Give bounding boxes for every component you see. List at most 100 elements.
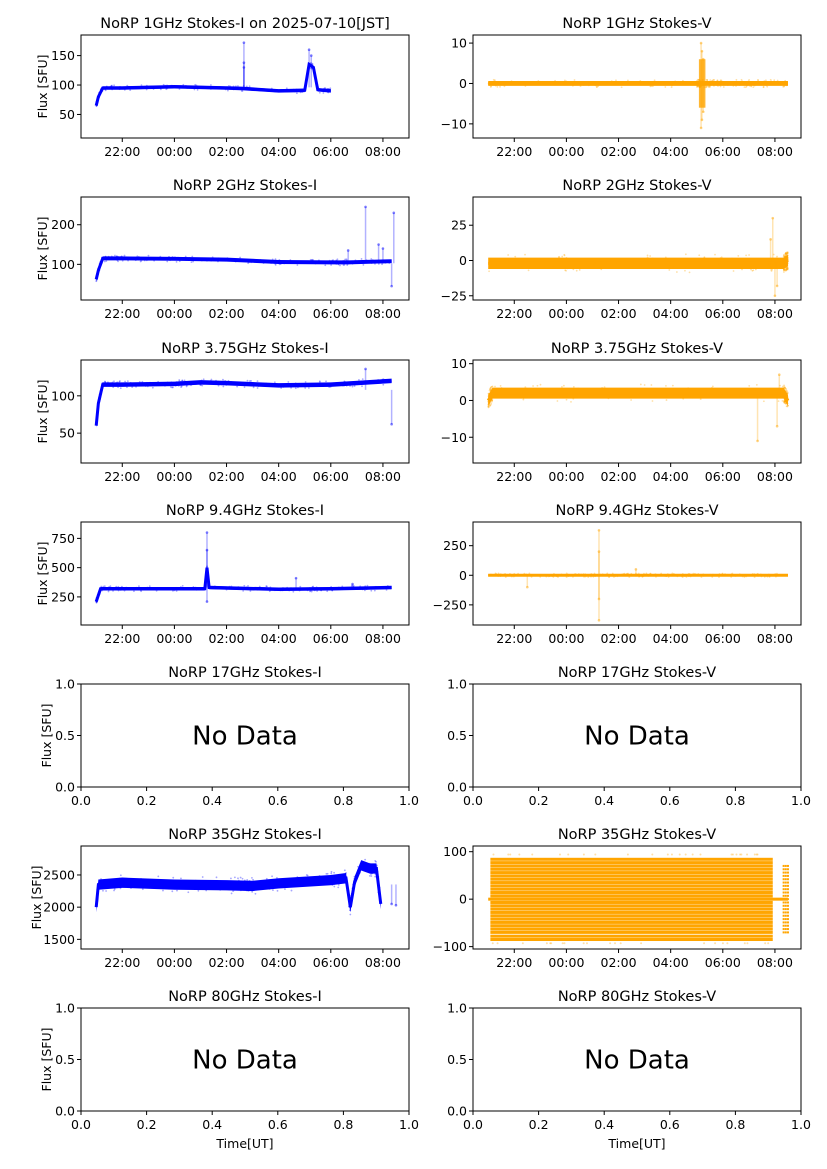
data-point: [305, 261, 308, 264]
y-tick-label: 0.0: [447, 780, 467, 795]
data-point: [311, 261, 314, 264]
data-point: [738, 265, 741, 267]
data-point: [529, 858, 532, 861]
data-point: [177, 384, 180, 387]
data-point: [668, 269, 671, 271]
data-point: [737, 254, 740, 257]
data-point: [767, 942, 770, 945]
data-point: [545, 575, 548, 578]
data-point: [305, 874, 308, 876]
data-point: [782, 918, 785, 921]
data-point: [671, 265, 674, 268]
data-point: [205, 574, 207, 576]
data-point: [241, 877, 244, 880]
data-point: [670, 853, 673, 856]
data-point: [487, 397, 490, 399]
data-point: [758, 858, 761, 861]
data-point: [371, 259, 374, 262]
data-point: [786, 402, 789, 405]
data-point: [317, 86, 319, 89]
data-point: [97, 271, 99, 274]
data-point: [375, 585, 377, 588]
data-point: [784, 261, 787, 264]
data-point: [332, 259, 335, 261]
data-point: [786, 258, 789, 261]
data-point: [785, 266, 787, 268]
y-tick-label: 1500: [43, 932, 75, 947]
data-point: [741, 575, 744, 578]
outlier-point: [597, 597, 601, 601]
data-point: [230, 886, 232, 889]
data-point: [206, 569, 209, 572]
data-point: [623, 573, 626, 576]
data-point: [785, 393, 788, 396]
data-point: [347, 889, 350, 892]
data-point: [489, 397, 492, 399]
data-point: [772, 253, 775, 256]
data-point: [499, 574, 502, 577]
data-point: [204, 588, 206, 591]
data-point: [204, 584, 207, 586]
data-point: [115, 257, 117, 259]
data-point: [547, 394, 550, 397]
outlier-point: [242, 66, 246, 69]
data-point: [263, 587, 265, 590]
y-tick-label: 0.5: [55, 1052, 75, 1067]
data-point: [488, 401, 490, 404]
data-point: [305, 74, 308, 77]
data-point: [95, 102, 98, 105]
data-point: [784, 884, 787, 887]
level-band: [490, 934, 773, 938]
data-point: [95, 273, 98, 275]
x-tick-label: 0.2: [529, 1117, 549, 1132]
y-tick-label: 10: [451, 36, 467, 51]
data-point: [699, 853, 702, 856]
data-point: [197, 86, 200, 88]
data-point: [558, 256, 560, 259]
data-point: [99, 393, 101, 396]
data-point: [565, 269, 567, 272]
data-point: [314, 78, 317, 81]
data-point: [116, 259, 119, 262]
data-point: [282, 587, 284, 589]
data-point: [265, 585, 268, 588]
data-point: [157, 87, 159, 89]
data-point: [205, 566, 208, 569]
y-tick-label: 1.0: [447, 1001, 467, 1016]
data-point: [594, 575, 597, 578]
data-point: [768, 575, 771, 577]
data-point: [487, 392, 490, 395]
data-points: [488, 853, 789, 945]
data-point: [615, 79, 617, 82]
data-point: [243, 386, 246, 388]
data-point: [207, 578, 210, 581]
data-point: [204, 582, 207, 585]
data-point: [174, 256, 177, 259]
data-point: [102, 887, 105, 889]
data-point: [491, 387, 494, 390]
data-point: [113, 380, 115, 383]
data-point: [100, 393, 103, 395]
data-point: [680, 858, 683, 861]
data-point: [101, 259, 104, 262]
data-point: [646, 256, 649, 259]
data-point: [784, 928, 787, 931]
data-point: [320, 589, 322, 592]
data-point: [490, 400, 493, 403]
data-point: [784, 392, 787, 395]
data-point: [220, 87, 223, 90]
data-point: [174, 384, 177, 387]
data-point: [709, 85, 711, 87]
data-point: [95, 601, 98, 604]
data-point: [95, 900, 98, 903]
data-point: [782, 268, 785, 271]
data-point: [136, 255, 139, 258]
data-point: [263, 260, 266, 262]
data-point: [595, 262, 598, 264]
data-point: [491, 393, 493, 395]
level-band: [490, 874, 773, 878]
data-point: [179, 586, 182, 588]
